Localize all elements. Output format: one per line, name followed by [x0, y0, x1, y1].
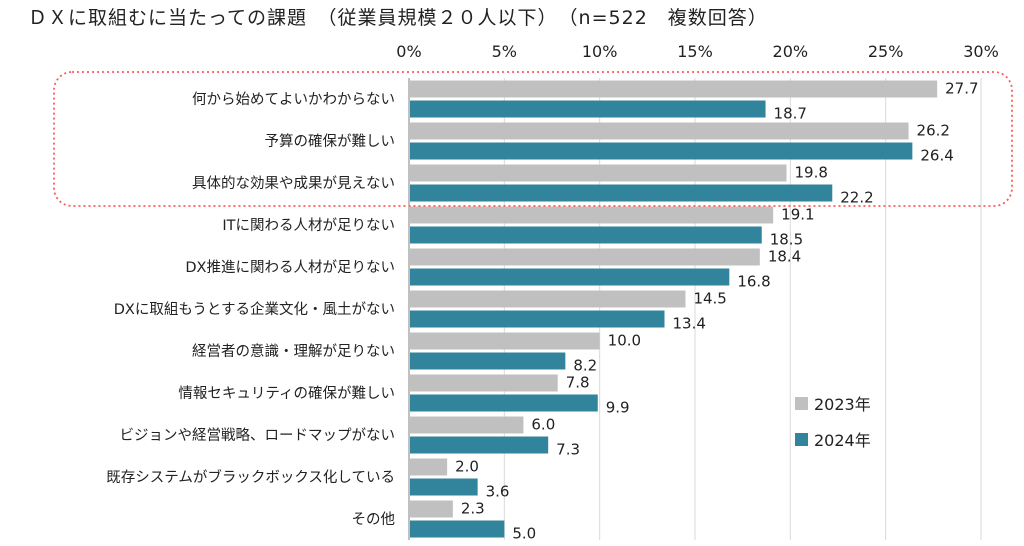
highlight-box — [53, 71, 1013, 207]
bar-series1 — [410, 374, 558, 392]
data-label: 18.4 — [768, 248, 801, 266]
bar-series1 — [410, 458, 448, 476]
bar-series2 — [410, 394, 598, 412]
data-label: 7.8 — [566, 374, 590, 392]
bar-series1 — [410, 80, 938, 98]
legend-swatch — [795, 397, 808, 410]
data-label: 14.5 — [693, 290, 726, 308]
data-label: 13.4 — [672, 315, 705, 333]
bar-series1 — [410, 290, 686, 308]
bars — [410, 80, 938, 538]
bar-series2 — [410, 520, 505, 538]
category-label: その他 — [352, 511, 396, 528]
category-label: ITに関わる人材が足りない — [222, 217, 395, 234]
category-label: 経営者の意識・理解が足りない — [192, 342, 395, 360]
data-label: 19.8 — [795, 164, 828, 182]
bar-series2 — [410, 310, 665, 328]
data-label: 26.4 — [920, 147, 953, 165]
data-label: 6.0 — [531, 416, 555, 434]
category-label: 何から始めてよいかわからない — [192, 91, 395, 108]
x-tick-label: 30% — [963, 42, 999, 61]
chart-title: ＤＸに取組むに当たっての課題 （従業員規模２０人以下） （n=522 複数回答） — [28, 7, 768, 29]
data-label: 5.0 — [512, 525, 536, 543]
x-tick-label: 15% — [677, 42, 713, 61]
data-label: 16.8 — [737, 273, 770, 291]
category-label: 情報セキュリティの確保が難しい — [178, 385, 395, 402]
legend: 2023年 2024年 — [795, 395, 871, 450]
x-tick-label: 10% — [582, 42, 618, 61]
bar-series1 — [410, 164, 787, 182]
x-tick-label: 5% — [492, 42, 517, 61]
bar-series2 — [410, 184, 833, 202]
legend-label: 2023年 — [814, 395, 871, 414]
data-label: 10.0 — [608, 332, 641, 350]
data-label: 19.1 — [781, 206, 814, 224]
x-tick-label: 0% — [396, 42, 421, 61]
bar-series1 — [410, 122, 909, 140]
value-labels: 27.7 18.7 26.2 26.4 19.8 22.2 19.1 18.518.4 16.8… — [455, 80, 978, 543]
legend-label: 2024年 — [814, 431, 871, 450]
x-tick-label: 20% — [773, 42, 809, 61]
bar-series2 — [410, 226, 762, 244]
data-label: 2.0 — [455, 458, 479, 476]
data-label: 9.9 — [606, 399, 630, 417]
legend-swatch — [795, 433, 808, 446]
category-label: DX推進に関わる人材が足りない — [185, 259, 395, 276]
x-tick-label: 25% — [868, 42, 904, 61]
data-label: 8.2 — [573, 357, 597, 375]
bar-series1 — [410, 248, 760, 266]
data-label: 27.7 — [945, 80, 978, 98]
category-label: 具体的な効果や成果が見えない — [192, 175, 395, 192]
bar-series1 — [410, 500, 453, 518]
category-label: ビジョンや経営戦略、ロードマップがない — [120, 427, 396, 444]
category-label: 既存システムがブラックボックス化している — [106, 468, 395, 486]
bar-series2 — [410, 478, 478, 496]
bar-series1 — [410, 206, 774, 224]
data-label: 22.2 — [840, 189, 873, 207]
bar-series2 — [410, 142, 913, 160]
bar-series1 — [410, 416, 524, 434]
data-label: 2.3 — [461, 500, 485, 518]
bar-series1 — [410, 332, 600, 350]
data-label: 3.6 — [486, 483, 510, 501]
bar-series2 — [410, 100, 766, 118]
category-label: 予算の確保が難しい — [265, 133, 396, 150]
bar-series2 — [410, 352, 566, 370]
x-axis-ticks: 0% 5% 10% 15% 20% 25% 30% — [396, 42, 998, 61]
data-label: 18.7 — [774, 105, 807, 123]
category-label: DXに取組もうとする企業文化・風土がない — [114, 300, 395, 318]
data-label: 7.3 — [556, 441, 580, 459]
bar-series2 — [410, 436, 549, 454]
data-label: 26.2 — [917, 122, 950, 140]
bar-series2 — [410, 268, 730, 286]
data-label: 18.5 — [770, 231, 803, 249]
